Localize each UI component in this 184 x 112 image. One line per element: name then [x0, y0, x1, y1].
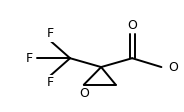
Text: F: F	[25, 52, 33, 65]
Text: O: O	[79, 87, 89, 100]
Text: F: F	[46, 27, 54, 40]
Text: O: O	[127, 18, 137, 32]
Text: O: O	[168, 61, 178, 74]
Text: F: F	[46, 76, 54, 89]
